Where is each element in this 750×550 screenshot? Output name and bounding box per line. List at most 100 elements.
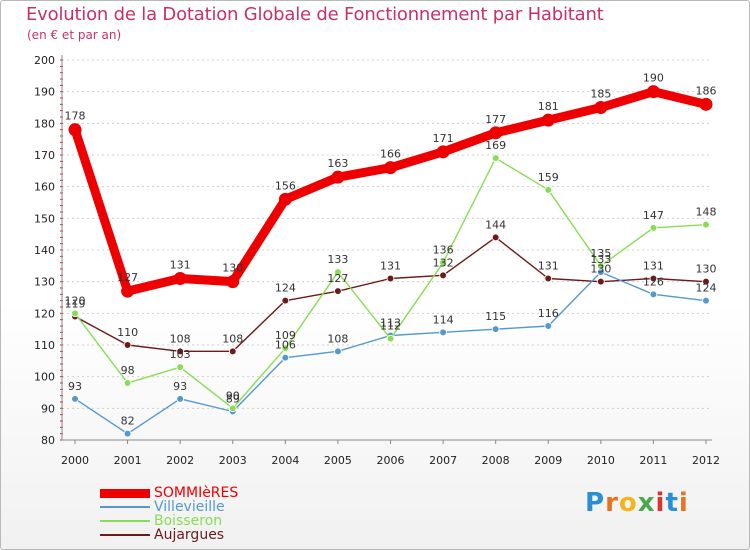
data-label: 108 [170, 332, 191, 345]
data-point [649, 290, 658, 299]
data-label: 185 [590, 88, 611, 101]
data-label: 108 [327, 332, 348, 345]
logo-letter: P [585, 488, 606, 518]
data-label: 133 [327, 253, 348, 266]
legend-label: SOMMIèRES [154, 485, 239, 501]
data-point [544, 186, 553, 194]
data-point [594, 101, 608, 114]
data-label: 124 [275, 282, 296, 295]
y-tick-label: 190 [34, 86, 55, 99]
logo-letter: o [618, 488, 638, 518]
x-tick-label: 2003 [219, 454, 247, 467]
data-point [491, 154, 500, 162]
x-tick-label: 2002 [166, 454, 194, 467]
legend-label: Villevieille [154, 499, 225, 515]
data-label: 177 [485, 113, 506, 126]
y-tick-label: 80 [41, 434, 55, 447]
data-point [176, 395, 184, 403]
data-point [331, 170, 345, 184]
data-point [334, 347, 342, 356]
data-point [699, 97, 713, 111]
data-label-layer: 178 127 131 130 156 163 166 171 177 181 185 190 186 9… [65, 72, 717, 428]
data-point [121, 284, 135, 298]
legend-swatch [100, 489, 150, 498]
data-point [439, 328, 447, 337]
legend-label: Aujargues [154, 527, 225, 543]
y-tick-label: 130 [34, 276, 55, 289]
data-point [281, 296, 290, 305]
data-label: 178 [65, 110, 86, 123]
data-label: 131 [538, 260, 559, 273]
data-label: 131 [170, 259, 191, 272]
data-label: 120 [65, 294, 86, 307]
data-label: 115 [485, 310, 506, 323]
data-label: 131 [380, 260, 401, 273]
data-point [702, 277, 710, 286]
data-label: 127 [117, 271, 138, 284]
data-point [702, 220, 710, 229]
data-label: 147 [643, 209, 664, 222]
data-point [334, 268, 342, 276]
x-tick-label: 2012 [692, 454, 720, 467]
data-point [702, 296, 710, 305]
data-point [123, 429, 132, 438]
data-label: 156 [275, 179, 296, 192]
data-label: 163 [327, 157, 348, 170]
data-label: 130 [222, 262, 243, 275]
data-label: 82 [121, 415, 135, 428]
data-point [281, 344, 290, 352]
data-point [278, 192, 292, 206]
proxiti-logo: Proxiti [585, 488, 689, 518]
data-point [597, 277, 605, 286]
data-label: 130 [696, 263, 717, 276]
y-tick-label: 90 [41, 402, 55, 415]
data-label: 90 [226, 389, 240, 402]
data-label: 93 [173, 380, 187, 393]
data-label: 171 [433, 132, 454, 145]
data-label: 109 [275, 329, 296, 342]
y-tick-label: 140 [34, 244, 55, 257]
y-tick-label: 200 [34, 54, 55, 67]
y-tick-label: 180 [34, 117, 55, 130]
data-point [491, 325, 500, 333]
data-point [386, 334, 395, 343]
x-tick-label: 2010 [587, 454, 615, 467]
data-point [541, 113, 555, 127]
legend-swatch [100, 506, 150, 508]
data-label: 103 [170, 348, 191, 361]
data-label: 108 [222, 332, 243, 345]
data-point [646, 85, 660, 99]
data-label: 89 [226, 393, 240, 406]
data-point [123, 341, 132, 349]
data-point [228, 347, 237, 356]
data-point [384, 161, 397, 175]
y-tick-label: 110 [34, 339, 55, 352]
x-tick-label: 2008 [482, 454, 510, 467]
data-label: 116 [538, 307, 559, 320]
data-label: 98 [121, 364, 135, 377]
chart-subtitle: (en € et par an) [27, 28, 122, 42]
data-label: 112 [380, 320, 401, 333]
x-tick-label: 2001 [114, 454, 142, 467]
x-tick-label: 2007 [429, 454, 457, 467]
logo-letter: r [605, 488, 619, 518]
data-point [71, 395, 79, 403]
data-label: 113 [380, 317, 401, 330]
data-point [228, 404, 237, 413]
data-label: 106 [275, 339, 296, 352]
chart-axes: 80 90 100 110 120 130 140 150 160 170 180 190 200 200… [34, 54, 720, 467]
x-tick-label: 2000 [61, 454, 89, 467]
data-label: 190 [643, 72, 664, 85]
data-label: 136 [433, 244, 454, 257]
data-point [491, 233, 500, 242]
data-point [439, 271, 447, 280]
data-label: 186 [696, 84, 717, 97]
data-point [649, 224, 658, 232]
data-label: 169 [485, 139, 506, 152]
data-point [334, 287, 342, 295]
legend-label: Boisseron [154, 513, 223, 529]
data-label: 181 [538, 100, 559, 113]
data-label: 148 [696, 206, 717, 219]
data-label: 124 [696, 282, 717, 295]
logo-letter: t [665, 488, 679, 518]
